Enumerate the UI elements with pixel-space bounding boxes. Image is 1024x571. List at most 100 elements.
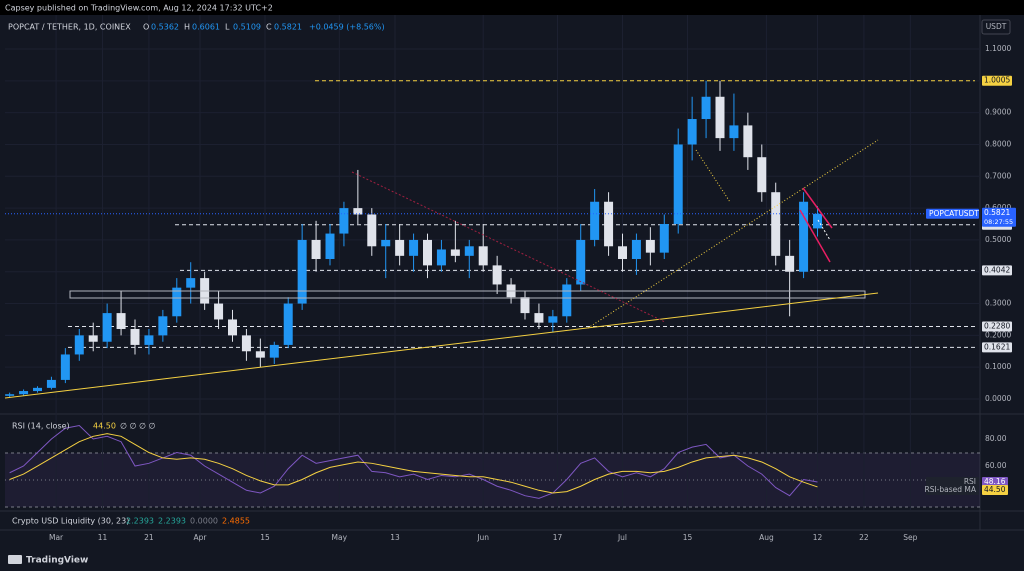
- quote-key: O: [143, 23, 149, 32]
- x-tick-label: 17: [553, 533, 563, 542]
- level-tag: [982, 75, 1012, 86]
- candle-body: [618, 246, 627, 260]
- x-tick-label: 15: [260, 533, 270, 542]
- level-label: 0.2280: [984, 321, 1010, 330]
- candle-body: [381, 239, 391, 247]
- currency: USDT: [986, 22, 1007, 31]
- candle-body: [715, 96, 725, 139]
- drawing-trendline: [587, 139, 879, 329]
- candle-body: [214, 303, 224, 320]
- y-tick-label: 0.2000: [985, 330, 1011, 339]
- candle-body: [576, 239, 586, 285]
- legend-tag: [926, 477, 979, 487]
- candle-body: [590, 201, 600, 240]
- y-tick-label: 0.6000: [985, 203, 1011, 212]
- candle-body: [464, 246, 474, 256]
- candle-body: [436, 249, 446, 266]
- indicator-value: 2.2393: [158, 517, 186, 526]
- symbol-tag-label: POPCATUSDT: [929, 209, 979, 218]
- candle-body: [116, 313, 126, 330]
- quote-change: +0.0459 (+8.56%): [309, 23, 385, 32]
- candle-body: [604, 201, 614, 247]
- price-tag: [982, 207, 1016, 227]
- candle-body: [19, 391, 29, 395]
- candle-body: [269, 344, 279, 358]
- y-tick-label: 0.3000: [985, 299, 1011, 308]
- candle-body: [283, 303, 293, 345]
- quote-value: 0.6061: [192, 23, 220, 32]
- candle-body: [478, 246, 488, 266]
- y-tick-label: 80.00: [985, 434, 1007, 443]
- logo: TradingView: [26, 556, 88, 566]
- plot: [5, 15, 980, 510]
- price-tag-countdown: 08:27:55: [984, 218, 1013, 226]
- candle-body: [520, 297, 530, 314]
- y-tick-label: 0.5000: [985, 235, 1011, 244]
- candle-body: [46, 379, 56, 388]
- footer: [0, 548, 1024, 571]
- price-tag-value: 0.5821: [984, 208, 1010, 217]
- x-tick-label: 15: [683, 533, 693, 542]
- candle-body: [771, 192, 781, 256]
- candle-body: [102, 313, 112, 342]
- level-label: 1.0005: [984, 76, 1010, 85]
- drawing-trendline: [695, 149, 731, 203]
- candle-body: [241, 335, 251, 352]
- x-tick-label: May: [332, 533, 348, 542]
- legend-tag: [926, 485, 979, 495]
- candle-body: [144, 335, 154, 345]
- candle-body: [631, 239, 641, 260]
- candle-body: [311, 239, 321, 260]
- level-label: 0.4042: [984, 265, 1010, 274]
- rsi-ma-value: 44.50: [93, 422, 116, 431]
- candle-body: [186, 278, 196, 288]
- x-tick-label: Mar: [49, 533, 64, 542]
- candle-body: [353, 208, 363, 215]
- candle-body: [88, 335, 98, 342]
- indicator-value: 2.4855: [222, 517, 250, 526]
- legend-name: RSI-based MA: [924, 485, 976, 494]
- y-tick-label: 0.9000: [985, 108, 1011, 117]
- y-tick-label: 0.1000: [985, 362, 1011, 371]
- rsi-line: [9, 424, 818, 499]
- y-tick-label: 60.00: [985, 461, 1007, 470]
- candle-body: [548, 316, 558, 323]
- candle-body: [33, 387, 42, 392]
- rsi-title: RSI (14, close): [12, 422, 70, 431]
- rsi-line: [9, 433, 818, 494]
- level-tag: [982, 265, 1012, 276]
- candle-body: [423, 239, 432, 266]
- candle-body: [158, 316, 168, 336]
- candle-body: [785, 255, 795, 272]
- quote-value: 0.5109: [233, 23, 261, 32]
- level-tag: [982, 342, 1012, 353]
- candle-body: [450, 249, 460, 256]
- indicator-title: Crypto USD Liquidity (30, 23): [12, 517, 129, 526]
- rsi-marks: ∅ ∅ ∅ ∅: [120, 422, 156, 431]
- candle-body: [534, 313, 544, 323]
- x-tick-label: Aug: [759, 533, 774, 542]
- candle-body: [130, 329, 140, 345]
- candle-body: [74, 335, 84, 355]
- last-value-tag: [982, 485, 1008, 495]
- publisher: Capsey published on TradingView.com, Aug…: [5, 4, 273, 13]
- last-value: 44.50: [984, 485, 1006, 494]
- candle-body: [687, 119, 697, 145]
- candle-body: [757, 157, 767, 193]
- candle-body: [659, 224, 669, 253]
- x-tick-label: 22: [859, 533, 869, 542]
- x-tick-label: Jun: [476, 533, 489, 542]
- currency-box: [981, 19, 1011, 35]
- candle-body: [492, 265, 502, 285]
- quote-value: 0.5362: [151, 23, 179, 32]
- candle-body: [5, 394, 15, 396]
- x-tick-label: 21: [144, 533, 154, 542]
- candle-body: [813, 213, 822, 229]
- candle-body: [367, 214, 377, 247]
- drawing-channel: [799, 209, 831, 263]
- candle-body: [562, 284, 572, 317]
- y-tick-label: 0.7000: [985, 171, 1011, 180]
- x-tick-label: Apr: [194, 533, 208, 542]
- x-tick-label: Jul: [617, 533, 627, 542]
